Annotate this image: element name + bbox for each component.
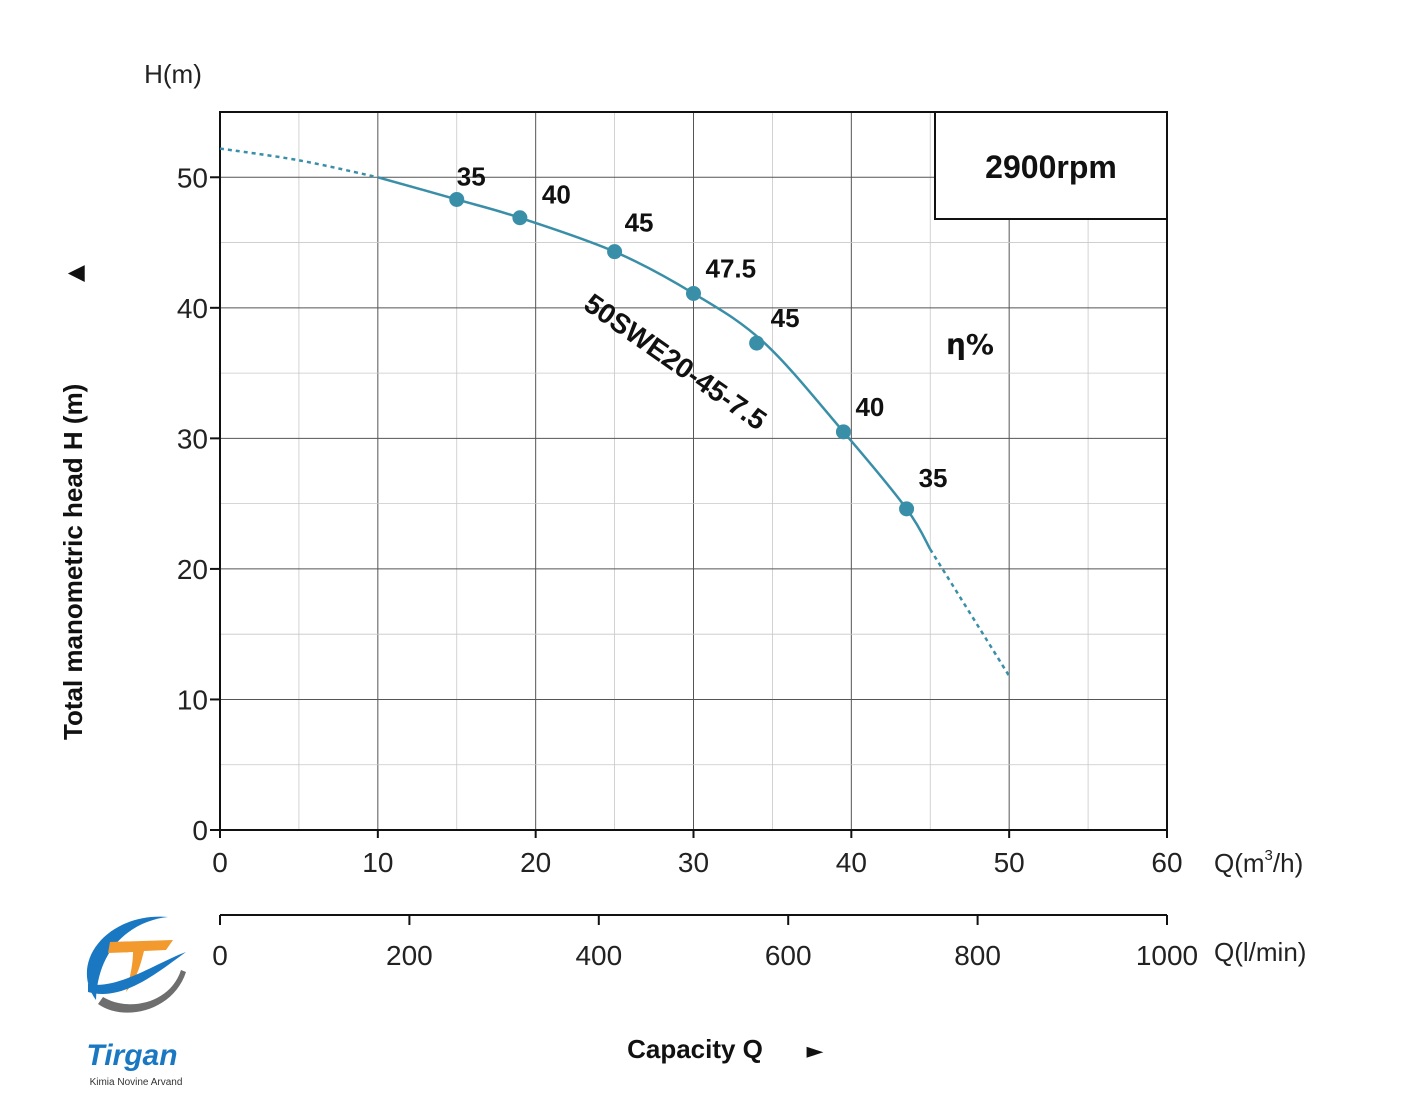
efficiency-point <box>835 424 851 440</box>
x2-tick-label: 200 <box>386 940 433 971</box>
y-tick-label: 20 <box>177 554 208 585</box>
x-unit-label: Q(m3/h) <box>1214 847 1303 878</box>
efficiency-label: 40 <box>855 392 884 422</box>
efficiency-point <box>449 191 465 207</box>
x2-tick-label: 1000 <box>1136 940 1198 971</box>
y-tick-label: 30 <box>177 423 208 454</box>
x-tick-label: 30 <box>678 847 709 878</box>
x-tick-label: 10 <box>362 847 393 878</box>
efficiency-label: 35 <box>457 161 486 191</box>
speed-box <box>934 111 1168 220</box>
logo-name: Tirgan <box>86 1039 177 1072</box>
logo-orange-t-icon <box>108 940 173 992</box>
x2-tick-label: 0 <box>212 940 228 971</box>
y-tick-label: 0 <box>192 815 208 846</box>
x2-tick-label: 600 <box>765 940 812 971</box>
logo-gray-gear-icon <box>98 970 186 1013</box>
curve-dotted-start <box>219 147 379 179</box>
y-tick-label: 10 <box>177 684 208 715</box>
x-tick-label: 20 <box>520 847 551 878</box>
tirgan-logo: Tirgan Kimia Novine Arvand <box>86 916 186 1088</box>
efficiency-label: 35 <box>919 463 948 493</box>
x2-unit-label: Q(l/min) <box>1214 937 1306 967</box>
y-axis-title: Total manometric head H (m) <box>58 384 88 740</box>
efficiency-label: 45 <box>625 208 654 238</box>
logo-blue-swoosh-icon <box>86 916 168 1000</box>
y-tick-label: 50 <box>177 162 208 193</box>
x2-tick-label: 400 <box>575 940 622 971</box>
y-tick-label: 40 <box>177 293 208 324</box>
curve-dotted-end <box>929 548 1011 677</box>
efficiency-point <box>899 501 915 517</box>
x-axis-arrow: ► <box>807 1039 824 1064</box>
x-tick-label: 0 <box>212 847 228 878</box>
efficiency-point <box>749 335 765 351</box>
efficiency-label: 40 <box>542 180 571 210</box>
speed-label: 2900rpm <box>985 149 1117 185</box>
efficiency-label: 45 <box>771 303 800 333</box>
x-tick-label: 40 <box>836 847 867 878</box>
x-tick-label: 50 <box>994 847 1025 878</box>
efficiency-point <box>686 285 701 301</box>
axes <box>210 111 1168 925</box>
model-label: 50SWE20-45-7.5 <box>579 288 773 437</box>
efficiency-points <box>449 191 915 517</box>
efficiency-symbol: η% <box>946 328 994 361</box>
y-unit-label: H(m) <box>144 59 202 89</box>
x-tick-label: 60 <box>1151 847 1182 878</box>
logo-blue-wave-icon <box>88 952 186 994</box>
x2-tick-label: 800 <box>954 940 1001 971</box>
y-axis-arrow: ▲ <box>63 265 88 282</box>
efficiency-label: 47.5 <box>706 253 757 283</box>
x-axis-title: Capacity Q <box>627 1034 763 1064</box>
efficiency-point <box>607 244 623 260</box>
efficiency-point <box>512 210 528 226</box>
logo-tagline: Kimia Novine Arvand <box>90 1077 183 1088</box>
